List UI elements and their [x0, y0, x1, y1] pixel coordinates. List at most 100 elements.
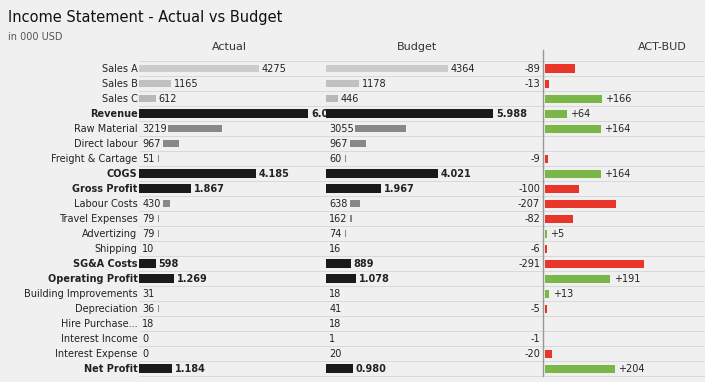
Text: 60: 60	[329, 154, 341, 163]
Text: -207: -207	[518, 199, 540, 209]
Bar	[139, 274, 174, 283]
Text: 1.867: 1.867	[194, 184, 225, 194]
Text: 36: 36	[142, 304, 154, 314]
Text: Interest Expense: Interest Expense	[55, 349, 137, 359]
Bar	[139, 184, 191, 193]
Text: 10: 10	[142, 244, 154, 254]
Bar	[545, 155, 548, 163]
Bar	[158, 230, 159, 238]
Text: 18: 18	[142, 319, 154, 329]
Bar	[545, 170, 601, 178]
Bar	[158, 155, 159, 162]
Text: 1.967: 1.967	[384, 184, 415, 194]
Text: 3219: 3219	[142, 124, 167, 134]
Text: +166: +166	[605, 94, 632, 104]
Text: Raw Material: Raw Material	[74, 124, 137, 134]
Text: 1178: 1178	[362, 79, 386, 89]
Bar	[545, 260, 644, 268]
Bar	[545, 65, 575, 73]
Bar	[326, 184, 381, 193]
Text: Freight & Cartage: Freight & Cartage	[51, 154, 137, 163]
Text: Actual: Actual	[212, 42, 247, 52]
Text: +191: +191	[613, 274, 640, 284]
Text: -1: -1	[530, 334, 540, 344]
Bar	[163, 200, 170, 207]
Bar	[326, 80, 359, 87]
Text: 18: 18	[329, 289, 341, 299]
Text: -5: -5	[530, 304, 540, 314]
Bar	[545, 215, 573, 223]
Bar	[139, 364, 172, 373]
Text: 74: 74	[329, 229, 342, 239]
Text: 31: 31	[142, 289, 154, 299]
Text: +164: +164	[604, 124, 631, 134]
Bar	[168, 125, 222, 133]
Text: 598: 598	[159, 259, 179, 269]
Text: in 000 USD: in 000 USD	[8, 32, 63, 42]
Text: 41: 41	[329, 304, 341, 314]
Text: 446: 446	[341, 94, 360, 104]
Bar	[545, 185, 579, 193]
Text: Gross Profit: Gross Profit	[72, 184, 137, 194]
Text: -13: -13	[525, 79, 540, 89]
Text: 1165: 1165	[174, 79, 199, 89]
Bar	[326, 274, 356, 283]
Text: 967: 967	[142, 139, 161, 149]
Bar	[326, 95, 338, 102]
Text: -20: -20	[524, 349, 540, 359]
Text: 1.184: 1.184	[175, 364, 206, 374]
Text: 0: 0	[142, 349, 149, 359]
Bar	[350, 140, 366, 147]
Bar	[545, 350, 552, 358]
Text: 18: 18	[329, 319, 341, 329]
Bar	[545, 275, 610, 283]
Bar	[139, 169, 256, 178]
Bar	[545, 290, 549, 298]
Bar	[545, 110, 567, 118]
Text: Advertizing: Advertizing	[82, 229, 137, 239]
Bar	[545, 199, 615, 208]
Text: 3055: 3055	[329, 124, 354, 134]
Bar	[326, 65, 448, 72]
Text: 4.021: 4.021	[441, 169, 472, 179]
Bar	[326, 109, 494, 118]
Text: +13: +13	[553, 289, 573, 299]
Text: -9: -9	[530, 154, 540, 163]
Bar	[139, 80, 171, 87]
Text: 79: 79	[142, 229, 155, 239]
Text: 162: 162	[329, 214, 348, 224]
Text: 1: 1	[329, 334, 336, 344]
Text: Depreciation: Depreciation	[75, 304, 137, 314]
Text: Revenue: Revenue	[90, 108, 137, 119]
Bar	[545, 79, 549, 88]
Text: -100: -100	[518, 184, 540, 194]
Text: 638: 638	[329, 199, 348, 209]
Bar	[545, 125, 601, 133]
Text: 5.988: 5.988	[496, 108, 527, 119]
Text: 6.052: 6.052	[311, 108, 342, 119]
Bar	[139, 259, 156, 268]
Text: +64: +64	[570, 108, 591, 119]
Bar	[139, 109, 308, 118]
Text: Net Profit: Net Profit	[84, 364, 137, 374]
Text: Travel Expenses: Travel Expenses	[59, 214, 137, 224]
Text: 4364: 4364	[450, 64, 475, 74]
Text: Building Improvements: Building Improvements	[24, 289, 137, 299]
Text: 612: 612	[159, 94, 178, 104]
Text: 4.185: 4.185	[259, 169, 290, 179]
Bar	[326, 169, 439, 178]
Bar	[545, 244, 547, 253]
Text: Labour Costs: Labour Costs	[74, 199, 137, 209]
Bar	[345, 230, 346, 238]
Bar	[545, 230, 546, 238]
Text: +5: +5	[550, 229, 565, 239]
Text: Direct labour: Direct labour	[74, 139, 137, 149]
Text: 0.980: 0.980	[356, 364, 387, 374]
Bar	[163, 140, 179, 147]
Text: -89: -89	[525, 64, 540, 74]
Text: 51: 51	[142, 154, 155, 163]
Text: 20: 20	[329, 349, 342, 359]
Text: Budget: Budget	[396, 42, 437, 52]
Text: Interest Income: Interest Income	[61, 334, 137, 344]
Bar	[545, 365, 615, 373]
